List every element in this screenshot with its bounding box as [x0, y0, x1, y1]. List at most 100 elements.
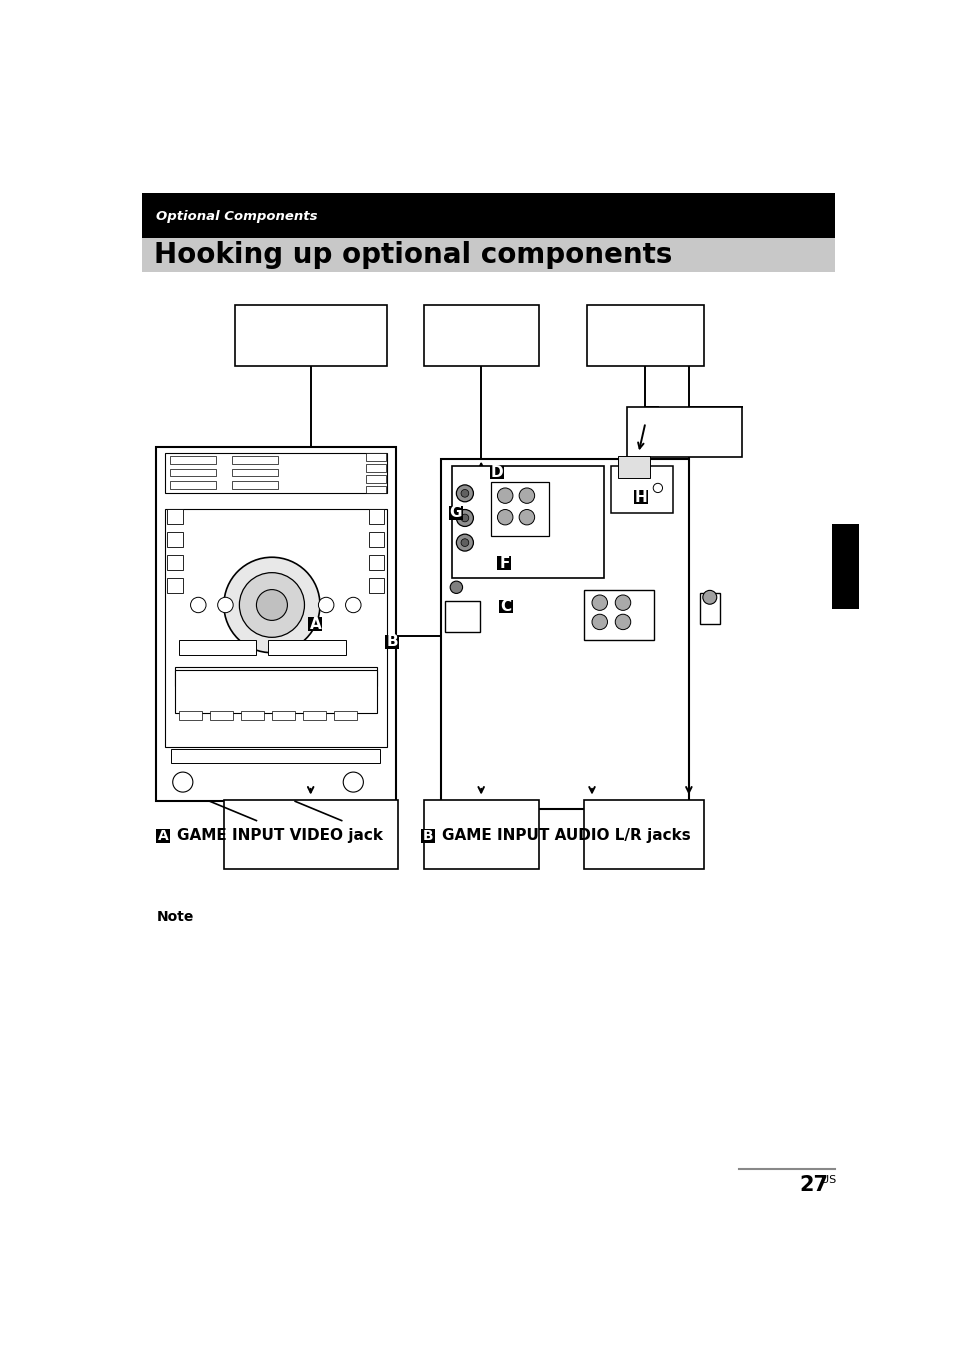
Bar — [179, 711, 202, 721]
Text: F: F — [498, 556, 509, 571]
Bar — [174, 671, 376, 713]
Bar — [167, 579, 183, 594]
Text: B: B — [423, 829, 434, 844]
Bar — [448, 506, 462, 519]
Circle shape — [191, 598, 206, 612]
Circle shape — [456, 510, 473, 526]
Bar — [210, 711, 233, 721]
Bar — [489, 465, 503, 480]
Circle shape — [460, 489, 468, 498]
Text: GAME INPUT AUDIO L/R jacks: GAME INPUT AUDIO L/R jacks — [442, 829, 691, 844]
Bar — [232, 469, 278, 476]
Bar — [583, 589, 654, 639]
Circle shape — [217, 598, 233, 612]
Bar — [369, 531, 384, 548]
Bar — [421, 829, 435, 842]
Bar — [232, 481, 278, 488]
Circle shape — [450, 581, 462, 594]
Bar — [174, 667, 376, 685]
Circle shape — [615, 614, 630, 630]
Bar — [272, 711, 294, 721]
Bar — [142, 193, 835, 238]
Bar — [369, 554, 384, 571]
Text: A: A — [309, 617, 321, 631]
Bar — [366, 453, 385, 461]
Bar — [167, 554, 183, 571]
Bar — [167, 508, 183, 525]
Bar — [626, 407, 740, 457]
Bar — [369, 579, 384, 594]
Circle shape — [343, 772, 363, 792]
Bar — [491, 481, 549, 535]
Bar — [170, 469, 216, 476]
Circle shape — [518, 488, 534, 503]
Text: US: US — [820, 1175, 835, 1186]
Text: GAME INPUT VIDEO jack: GAME INPUT VIDEO jack — [177, 829, 383, 844]
Bar — [165, 508, 386, 748]
Circle shape — [460, 538, 468, 546]
Circle shape — [456, 485, 473, 502]
Bar — [232, 457, 278, 464]
Text: D: D — [490, 465, 502, 480]
Circle shape — [653, 483, 661, 492]
Bar — [142, 238, 835, 272]
Text: Note: Note — [156, 910, 193, 923]
Bar — [334, 711, 356, 721]
Bar — [633, 491, 647, 504]
Bar — [498, 599, 513, 614]
Circle shape — [592, 595, 607, 610]
Bar — [179, 639, 256, 654]
Bar — [165, 453, 386, 493]
Bar — [241, 711, 264, 721]
Bar — [423, 800, 537, 869]
Text: A: A — [158, 829, 169, 844]
Text: H: H — [634, 489, 646, 504]
Bar — [170, 481, 216, 488]
Text: 27: 27 — [799, 1175, 828, 1195]
Circle shape — [224, 557, 319, 653]
Bar — [831, 525, 858, 608]
Circle shape — [615, 595, 630, 610]
Bar — [366, 475, 385, 483]
Bar — [155, 448, 395, 802]
Circle shape — [172, 772, 193, 792]
Bar — [366, 485, 385, 493]
Circle shape — [239, 573, 304, 637]
Text: C: C — [500, 599, 511, 614]
Bar — [700, 594, 720, 625]
Bar — [617, 457, 649, 479]
Bar — [268, 639, 345, 654]
Bar — [452, 466, 603, 579]
Circle shape — [256, 589, 287, 621]
Bar — [167, 531, 183, 548]
Circle shape — [456, 534, 473, 552]
Bar — [366, 464, 385, 472]
Circle shape — [460, 514, 468, 522]
Bar — [440, 458, 688, 808]
Bar — [611, 466, 673, 512]
Bar — [444, 602, 479, 631]
Circle shape — [518, 510, 534, 525]
Bar — [423, 304, 537, 366]
Bar — [170, 457, 216, 464]
Bar — [586, 304, 703, 366]
Circle shape — [592, 614, 607, 630]
Bar — [303, 711, 326, 721]
Bar — [235, 304, 386, 366]
Bar — [497, 557, 511, 571]
Circle shape — [497, 488, 513, 503]
Bar — [171, 749, 380, 763]
Circle shape — [345, 598, 360, 612]
Bar — [369, 508, 384, 525]
Bar — [385, 635, 398, 649]
Bar — [308, 618, 322, 631]
Circle shape — [497, 510, 513, 525]
Bar — [224, 800, 397, 869]
Text: B: B — [386, 634, 397, 649]
Text: Hooking up optional components: Hooking up optional components — [154, 242, 672, 269]
Text: G: G — [449, 506, 461, 521]
Text: Optional Components: Optional Components — [156, 210, 317, 223]
Circle shape — [318, 598, 334, 612]
Bar — [156, 829, 171, 842]
Circle shape — [702, 591, 716, 604]
